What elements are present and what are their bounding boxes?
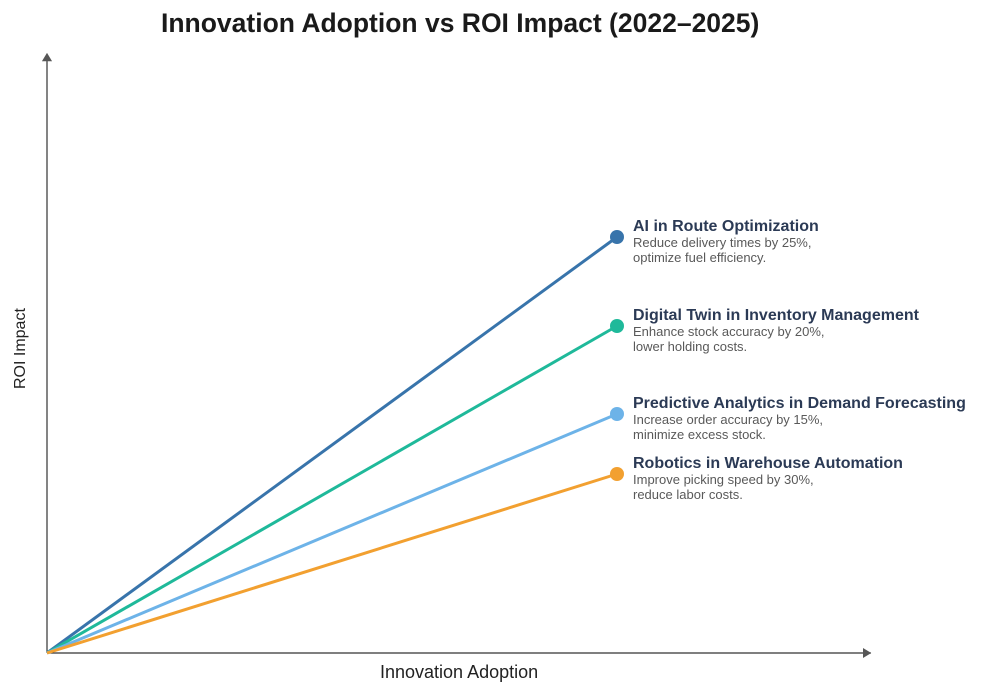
svg-text:Robotics in Warehouse Automati: Robotics in Warehouse Automation [633, 455, 903, 472]
svg-text:Enhance stock accuracy by 20%,: Enhance stock accuracy by 20%, [633, 324, 825, 339]
svg-text:AI in Route Optimization: AI in Route Optimization [633, 218, 819, 235]
svg-text:Improve picking speed by 30%,: Improve picking speed by 30%, [633, 472, 814, 487]
svg-text:Increase order accuracy by 15%: Increase order accuracy by 15%, [633, 412, 823, 427]
svg-text:optimize fuel efficiency.: optimize fuel efficiency. [633, 250, 766, 265]
svg-text:Predictive Analytics in Demand: Predictive Analytics in Demand Forecasti… [633, 395, 966, 412]
svg-text:lower holding costs.: lower holding costs. [633, 339, 747, 354]
svg-text:reduce labor costs.: reduce labor costs. [633, 487, 743, 502]
svg-text:Digital Twin in Inventory Mana: Digital Twin in Inventory Management [633, 307, 920, 324]
svg-text:minimize excess stock.: minimize excess stock. [633, 427, 766, 442]
svg-text:Reduce delivery times by 25%,: Reduce delivery times by 25%, [633, 235, 811, 250]
